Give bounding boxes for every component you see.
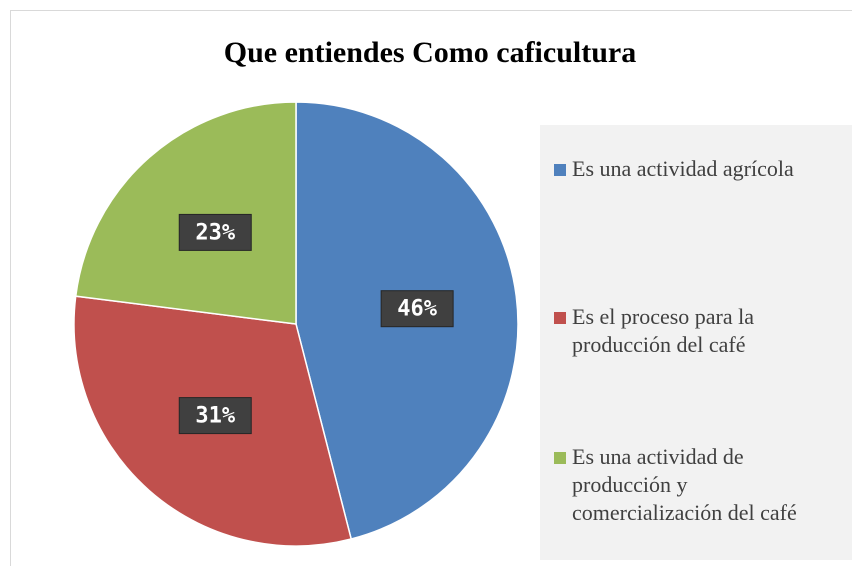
data-label: 46% bbox=[397, 297, 437, 322]
chart-title: Que entiendes Como caficultura bbox=[224, 36, 636, 69]
legend-label: Es una actividad de producción y comerci… bbox=[572, 444, 797, 525]
data-label: 31% bbox=[195, 404, 235, 429]
legend: Es una actividad agrícola Es el proceso p… bbox=[540, 125, 852, 560]
legend-label: Es una actividad agrícola bbox=[572, 156, 794, 181]
data-label-box bbox=[380, 290, 454, 328]
data-label-box bbox=[178, 397, 252, 435]
legend-item: Es una actividad agrícola bbox=[554, 155, 839, 183]
legend-item: Es el proceso para la producción del caf… bbox=[554, 303, 839, 359]
legend-swatch bbox=[554, 452, 566, 464]
legend-swatch bbox=[554, 312, 566, 324]
data-label-box bbox=[178, 213, 252, 251]
legend-swatch bbox=[554, 164, 566, 176]
pie-slice bbox=[74, 101, 297, 325]
legend-item: Es una actividad de producción y comerci… bbox=[554, 443, 839, 527]
legend-label: Es el proceso para la producción del caf… bbox=[572, 304, 755, 357]
data-label: 23% bbox=[195, 220, 235, 245]
